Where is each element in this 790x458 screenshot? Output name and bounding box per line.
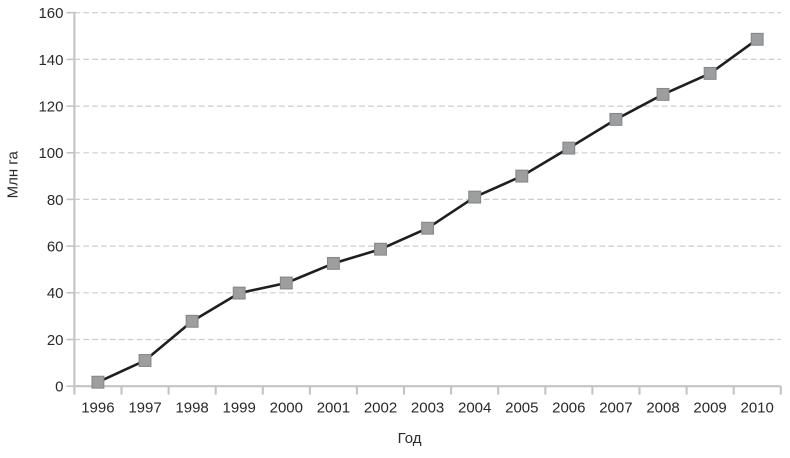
svg-text:Год: Год [398,430,422,447]
svg-text:2004: 2004 [458,400,491,417]
svg-text:2010: 2010 [741,400,774,417]
svg-text:20: 20 [47,332,64,349]
svg-text:1998: 1998 [175,400,208,417]
svg-text:2005: 2005 [505,400,538,417]
svg-text:1997: 1997 [128,400,161,417]
svg-text:1999: 1999 [223,400,256,417]
svg-text:120: 120 [38,99,63,116]
svg-text:0: 0 [55,379,63,396]
svg-text:2008: 2008 [646,400,679,417]
svg-text:80: 80 [47,192,64,209]
svg-text:2000: 2000 [270,400,303,417]
svg-text:2002: 2002 [364,400,397,417]
svg-text:100: 100 [38,145,63,162]
svg-text:2003: 2003 [411,400,444,417]
svg-text:60: 60 [47,239,64,256]
svg-text:40: 40 [47,285,64,302]
svg-text:2009: 2009 [693,400,726,417]
svg-text:160: 160 [38,5,63,22]
svg-text:2001: 2001 [317,400,350,417]
svg-text:2006: 2006 [552,400,585,417]
svg-text:2007: 2007 [599,400,632,417]
svg-text:1996: 1996 [81,400,114,417]
svg-text:Млн га: Млн га [4,151,21,199]
svg-text:140: 140 [38,52,63,69]
